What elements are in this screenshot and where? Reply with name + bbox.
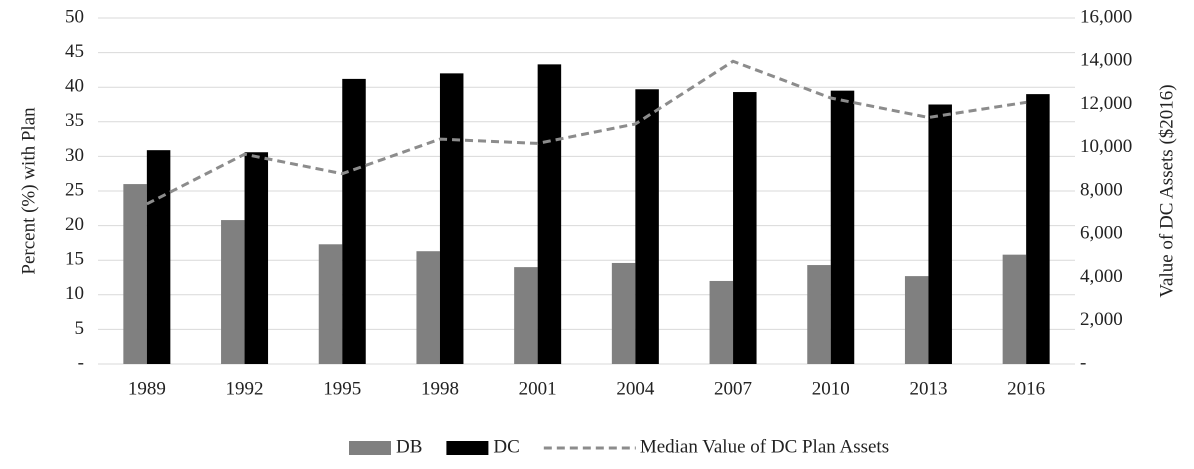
y-tick-label: 40 bbox=[65, 76, 84, 97]
y-tick-label: 30 bbox=[65, 145, 84, 166]
bar bbox=[1002, 254, 1027, 364]
x-tick-label: 1995 bbox=[323, 378, 361, 399]
bar bbox=[123, 184, 147, 364]
y-tick-label: 10 bbox=[65, 283, 84, 304]
line bbox=[146, 59, 1027, 206]
y2-tick-label: 14,000 bbox=[1080, 50, 1132, 71]
y-tick-label: 35 bbox=[65, 110, 84, 131]
bar bbox=[1026, 94, 1050, 365]
y-tick-label: 15 bbox=[65, 249, 84, 270]
y-tick-label: 20 bbox=[65, 214, 84, 235]
y-axis-title: Percent (%) with Plan bbox=[18, 107, 39, 275]
legend-label: DC bbox=[493, 436, 519, 457]
y-tick-label: - bbox=[78, 352, 84, 373]
bar bbox=[733, 92, 757, 364]
bar bbox=[904, 276, 929, 364]
legend-swatch bbox=[349, 441, 391, 455]
legend-swatch bbox=[446, 441, 489, 455]
bar bbox=[318, 244, 343, 364]
bar bbox=[146, 150, 171, 364]
bar bbox=[244, 152, 269, 364]
y2-tick-label: 10,000 bbox=[1080, 136, 1132, 157]
x-tick-label: 1992 bbox=[226, 378, 264, 399]
bar bbox=[928, 104, 952, 364]
y-tick-label: 45 bbox=[65, 41, 84, 62]
x-tick-label: 1989 bbox=[128, 378, 166, 399]
legend-label: DB bbox=[396, 436, 422, 457]
x-tick-label: 1998 bbox=[421, 378, 459, 399]
bar bbox=[830, 90, 855, 364]
bar bbox=[221, 220, 245, 364]
y-tick-label: 25 bbox=[65, 179, 84, 200]
y2-tick-label: 4,000 bbox=[1080, 266, 1123, 287]
y2-tick-label: - bbox=[1080, 352, 1086, 373]
y2-tick-label: 8,000 bbox=[1080, 179, 1123, 200]
y2-tick-label: 12,000 bbox=[1080, 93, 1132, 114]
legend-label: Median Value of DC Plan Assets bbox=[640, 436, 889, 457]
x-tick-label: 2004 bbox=[616, 378, 655, 399]
bar bbox=[709, 280, 734, 364]
bar bbox=[514, 267, 538, 364]
x-tick-label: 2016 bbox=[1007, 378, 1045, 399]
y2-axis-title: Value of DC Assets ($2016) bbox=[1156, 84, 1177, 297]
x-tick-label: 2001 bbox=[519, 378, 557, 399]
y2-tick-label: 6,000 bbox=[1080, 223, 1123, 244]
y-tick-label: 5 bbox=[75, 318, 85, 339]
bar bbox=[439, 73, 464, 365]
y2-tick-label: 2,000 bbox=[1080, 309, 1123, 330]
x-tick-label: 2007 bbox=[714, 378, 752, 399]
bar bbox=[611, 262, 636, 364]
y-tick-label: 50 bbox=[65, 6, 84, 27]
bar bbox=[416, 251, 440, 364]
bar bbox=[635, 89, 659, 364]
bar bbox=[537, 64, 562, 364]
bar bbox=[807, 265, 831, 364]
x-tick-label: 2010 bbox=[812, 378, 850, 399]
x-tick-label: 2013 bbox=[909, 378, 947, 399]
bar bbox=[342, 78, 366, 364]
y2-tick-label: 16,000 bbox=[1080, 6, 1132, 27]
